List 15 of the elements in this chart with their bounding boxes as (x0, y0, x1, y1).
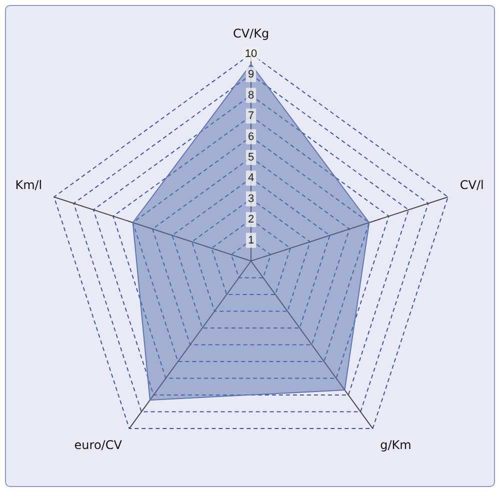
y-tick-label: 5 (248, 151, 254, 164)
y-tick-label: 10 (244, 48, 258, 60)
y-tick-label: 9 (248, 68, 254, 81)
spoke-label: euro/CV (74, 438, 123, 452)
y-tick-label: 8 (248, 89, 254, 102)
spoke-label: g/Km (380, 438, 412, 452)
spoke-label: CV/Kg (232, 26, 270, 40)
y-tick-label: 4 (248, 172, 254, 184)
y-tick-label: 3 (248, 192, 254, 205)
y-tick-label: 2 (248, 214, 254, 226)
y-tick-label: 1 (248, 234, 254, 246)
y-tick-label: 7 (248, 110, 254, 122)
spoke-label: Km/l (15, 178, 42, 192)
y-tick-label: 6 (248, 130, 254, 143)
spoke-label: CV/l (460, 178, 484, 192)
